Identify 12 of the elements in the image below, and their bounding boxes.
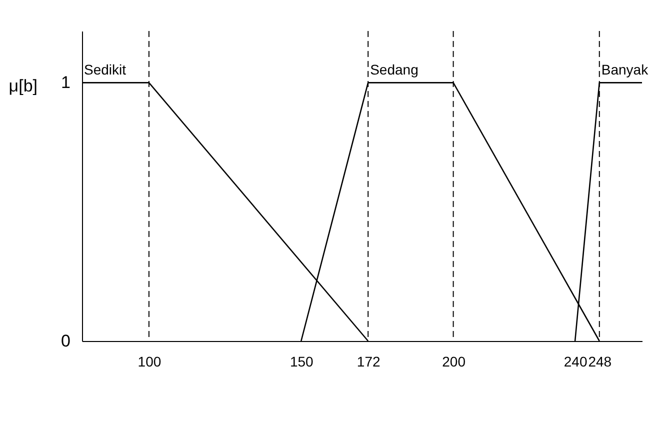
x-tick-label: 172 bbox=[356, 354, 380, 370]
y-axis-title: μ[b] bbox=[8, 76, 38, 96]
series-label: Sedikit bbox=[84, 62, 126, 78]
y-tick-label: 0 bbox=[61, 332, 70, 350]
series-label: Banyak bbox=[601, 62, 650, 78]
x-tick-label: 248 bbox=[588, 354, 612, 370]
series-label: Sedang bbox=[370, 62, 418, 78]
x-tick-label: 150 bbox=[290, 354, 314, 370]
x-tick-label: 240 bbox=[564, 354, 588, 370]
x-tick-label: 100 bbox=[138, 354, 162, 370]
x-tick-label: 200 bbox=[442, 354, 466, 370]
y-tick-label: 1 bbox=[61, 73, 70, 92]
